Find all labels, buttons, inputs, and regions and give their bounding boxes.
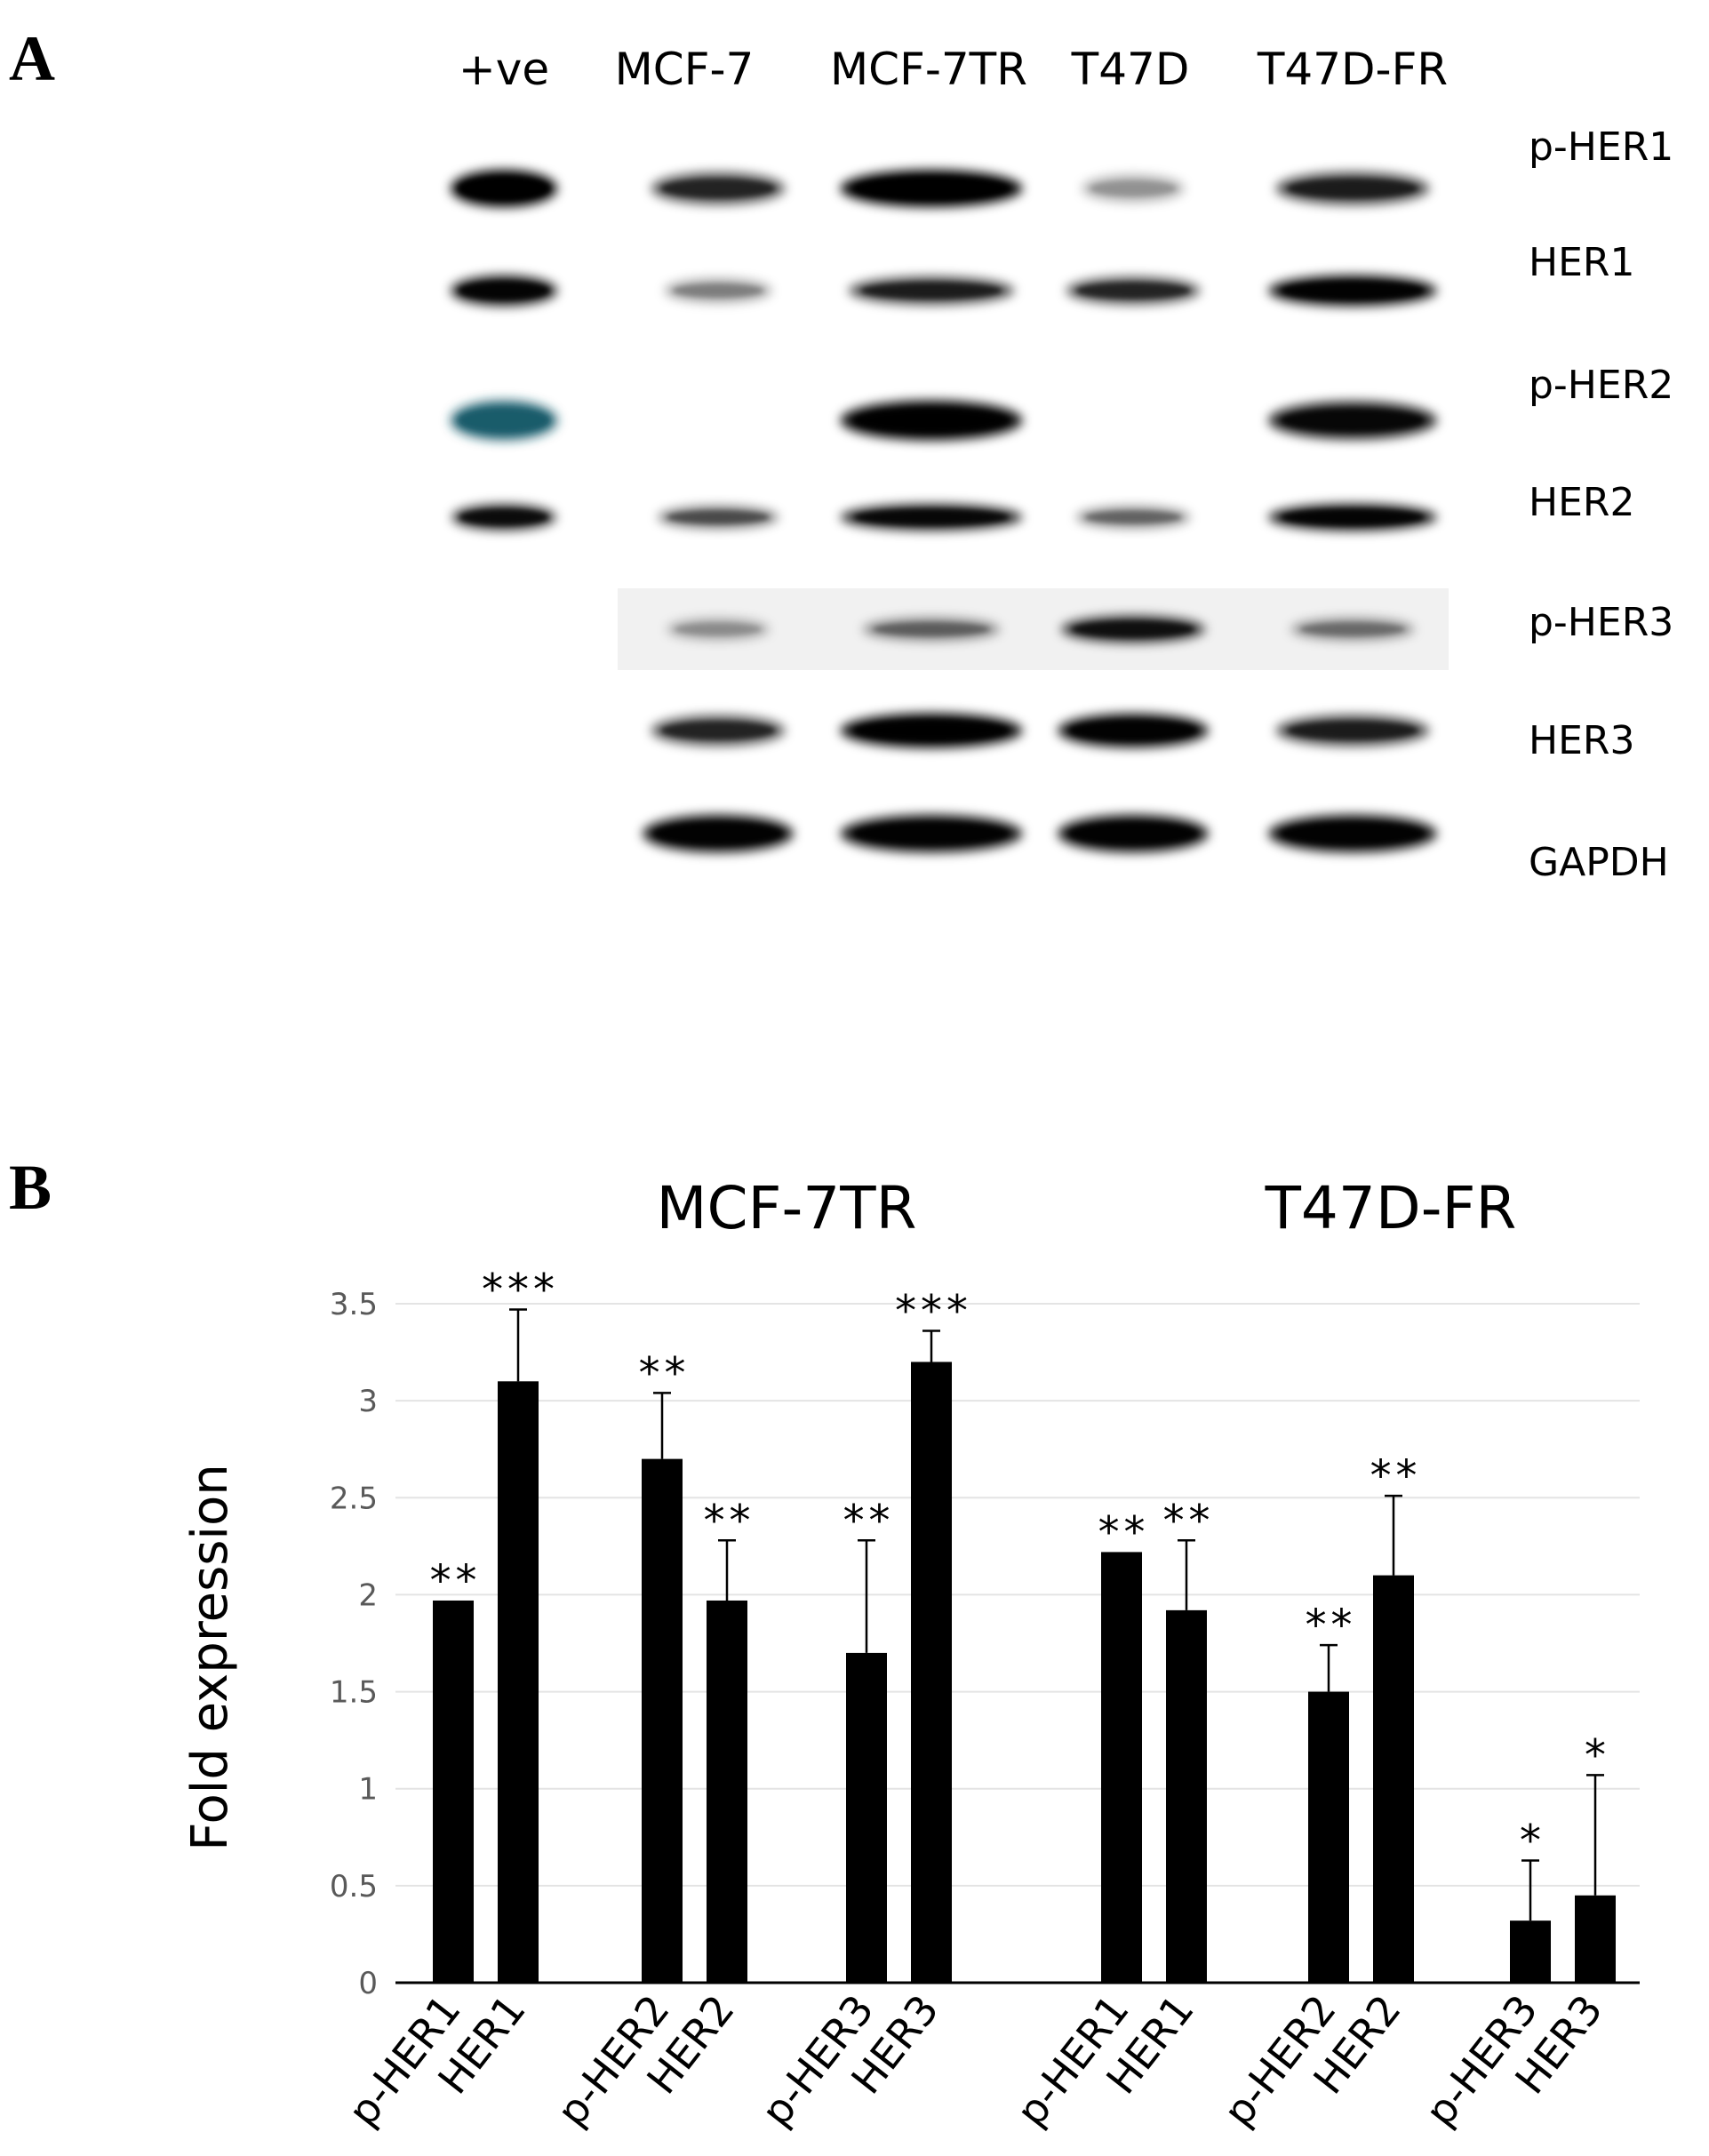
- chart-error-bars: [509, 1308, 1604, 1921]
- protein-label-her1: HER1: [1529, 240, 1634, 285]
- band-p-her3-t47d: [1060, 615, 1206, 643]
- band-p-her1-t47d-fr: [1275, 172, 1430, 205]
- protein-label-p-her2: p-HER2: [1529, 363, 1673, 408]
- panel-a-letter: A: [9, 23, 55, 94]
- error-bar-her1-mcf-7tr: [509, 1308, 527, 1382]
- band-her3-t47d: [1058, 713, 1209, 748]
- chart-significance: ********* ******* ********: [427, 1266, 1608, 1866]
- band-her3-t47d-fr: [1275, 715, 1430, 747]
- lane-label-t47d-fr: T47D-FR: [1257, 44, 1448, 95]
- band-her3-mcf-7: [651, 715, 786, 747]
- significance-her3-mcf-7tr: ***: [893, 1287, 970, 1337]
- significance-her2-mcf-7tr: **: [701, 1496, 753, 1545]
- bar-her2-mcf-7tr: [707, 1600, 747, 1983]
- significance-p-her1-mcf-7tr: **: [427, 1556, 479, 1606]
- y-tick-label: 0.5: [330, 1869, 378, 1904]
- band-her1-mcf-7tr: [848, 276, 1015, 305]
- band-her2-t47d: [1076, 506, 1190, 529]
- bar-p-her1-t47d-fr: [1101, 1552, 1142, 1983]
- protein-label-gapdh: GAPDH: [1529, 840, 1669, 885]
- protein-label-her3: HER3: [1529, 718, 1634, 763]
- error-bar-her1-t47d-fr: [1178, 1539, 1195, 1610]
- protein-label-p-her1: p-HER1: [1529, 124, 1673, 170]
- band-p-her1-mcf-7tr: [840, 170, 1023, 207]
- error-bar-p-her3-mcf-7tr: [858, 1539, 875, 1653]
- bar-p-her3-t47d-fr: [1510, 1920, 1551, 1983]
- protein-label-her2: HER2: [1529, 480, 1634, 525]
- band-her2-positive-control: [451, 504, 556, 531]
- y-axis-title: Fold expression: [181, 1464, 239, 1850]
- error-bar-p-her2-mcf-7tr: [653, 1392, 671, 1459]
- significance-her1-t47d-fr: **: [1161, 1496, 1212, 1545]
- error-bar-p-her3-t47d-fr: [1521, 1859, 1539, 1921]
- bar-p-her3-mcf-7tr: [846, 1652, 887, 1983]
- bar-her3-mcf-7tr: [911, 1361, 952, 1983]
- y-tick-label: 3: [358, 1384, 378, 1419]
- band-p-her2-positive-control: [451, 400, 557, 441]
- significance-her3-t47d-fr: *: [1583, 1730, 1609, 1780]
- y-tick-label: 3.5: [330, 1287, 378, 1322]
- band-her1-positive-control: [451, 275, 557, 307]
- significance-p-her3-t47d-fr: *: [1518, 1816, 1544, 1865]
- band-p-her1-t47d: [1082, 174, 1185, 203]
- bar-p-her2-mcf-7tr: [642, 1458, 683, 1983]
- chart-bars: [433, 1361, 1616, 1983]
- band-p-her3-t47d-fr: [1290, 618, 1415, 641]
- blot-bands: [451, 170, 1449, 853]
- bar-her2-t47d-fr: [1373, 1575, 1414, 1983]
- significance-p-her2-t47d-fr: **: [1303, 1601, 1354, 1650]
- bar-her1-t47d-fr: [1166, 1609, 1207, 1983]
- band-gapdh-mcf-7: [643, 814, 794, 853]
- lane-label-positive-control: +ve: [459, 44, 549, 95]
- error-bar-her3-mcf-7tr: [922, 1330, 940, 1362]
- lane-label-t47d: T47D: [1071, 44, 1190, 95]
- band-p-her3-mcf-7tr: [862, 617, 1001, 642]
- significance-p-her1-t47d-fr: **: [1096, 1507, 1147, 1557]
- y-tick-label: 1: [358, 1772, 378, 1808]
- protein-label-p-her3: p-HER3: [1529, 600, 1673, 645]
- bar-her3-t47d-fr: [1575, 1895, 1616, 1983]
- band-her2-mcf-7: [658, 506, 779, 529]
- error-bar-p-her2-t47d-fr: [1320, 1643, 1338, 1692]
- panel-b-letter: B: [9, 1152, 52, 1223]
- error-bar-her3-t47d-fr: [1586, 1774, 1604, 1896]
- band-her1-t47d-fr: [1268, 275, 1437, 307]
- band-p-her2-t47d-fr: [1268, 401, 1437, 440]
- y-axis-ticks: 0 0.5 1 1.5 2 2.5 3 3.5: [330, 1287, 378, 2001]
- band-p-her3-mcf-7: [667, 618, 770, 641]
- lane-label-mcf7tr: MCF-7TR: [830, 44, 1027, 95]
- band-p-her1-mcf-7: [651, 172, 786, 205]
- y-tick-label: 1.5: [330, 1675, 378, 1711]
- y-tick-label: 0: [358, 1966, 378, 2001]
- band-her1-t47d: [1066, 276, 1201, 305]
- chart-gridlines: [395, 1303, 1640, 1887]
- band-p-her1-positive-control: [451, 170, 557, 207]
- lane-label-mcf7: MCF-7: [615, 44, 755, 95]
- band-gapdh-mcf-7tr: [840, 814, 1023, 853]
- error-bar-her2-t47d-fr: [1385, 1494, 1402, 1576]
- band-her1-mcf-7: [664, 278, 772, 303]
- y-tick-label: 2.5: [330, 1481, 378, 1516]
- bar-her1-mcf-7tr: [498, 1381, 539, 1983]
- significance-her1-mcf-7tr: ***: [480, 1266, 557, 1315]
- protein-labels: p-HER1 HER1 p-HER2 HER2 p-HER3 HER3 GAPD…: [1529, 124, 1673, 885]
- bar-p-her1-mcf-7tr: [433, 1600, 474, 1983]
- group-title-t47d-fr: T47D-FR: [1265, 1174, 1517, 1242]
- blot-labels: +ve MCF-7 MCF-7TR T47D T47D-FR: [459, 44, 1448, 95]
- band-gapdh-t47d: [1058, 814, 1209, 853]
- band-her3-mcf-7tr: [840, 713, 1023, 748]
- group-title-mcf7tr: MCF-7TR: [657, 1174, 917, 1242]
- band-p-her2-mcf-7tr: [840, 400, 1023, 441]
- significance-p-her3-mcf-7tr: **: [841, 1496, 892, 1545]
- significance-p-her2-mcf-7tr: **: [636, 1348, 688, 1398]
- bar-p-her2-t47d-fr: [1308, 1691, 1349, 1983]
- band-her2-t47d-fr: [1268, 503, 1437, 531]
- error-bar-her2-mcf-7tr: [718, 1539, 736, 1601]
- significance-her2-t47d-fr: **: [1368, 1451, 1419, 1501]
- y-tick-label: 2: [358, 1577, 378, 1613]
- band-gapdh-t47d-fr: [1268, 814, 1437, 853]
- band-her2-mcf-7tr: [840, 503, 1023, 531]
